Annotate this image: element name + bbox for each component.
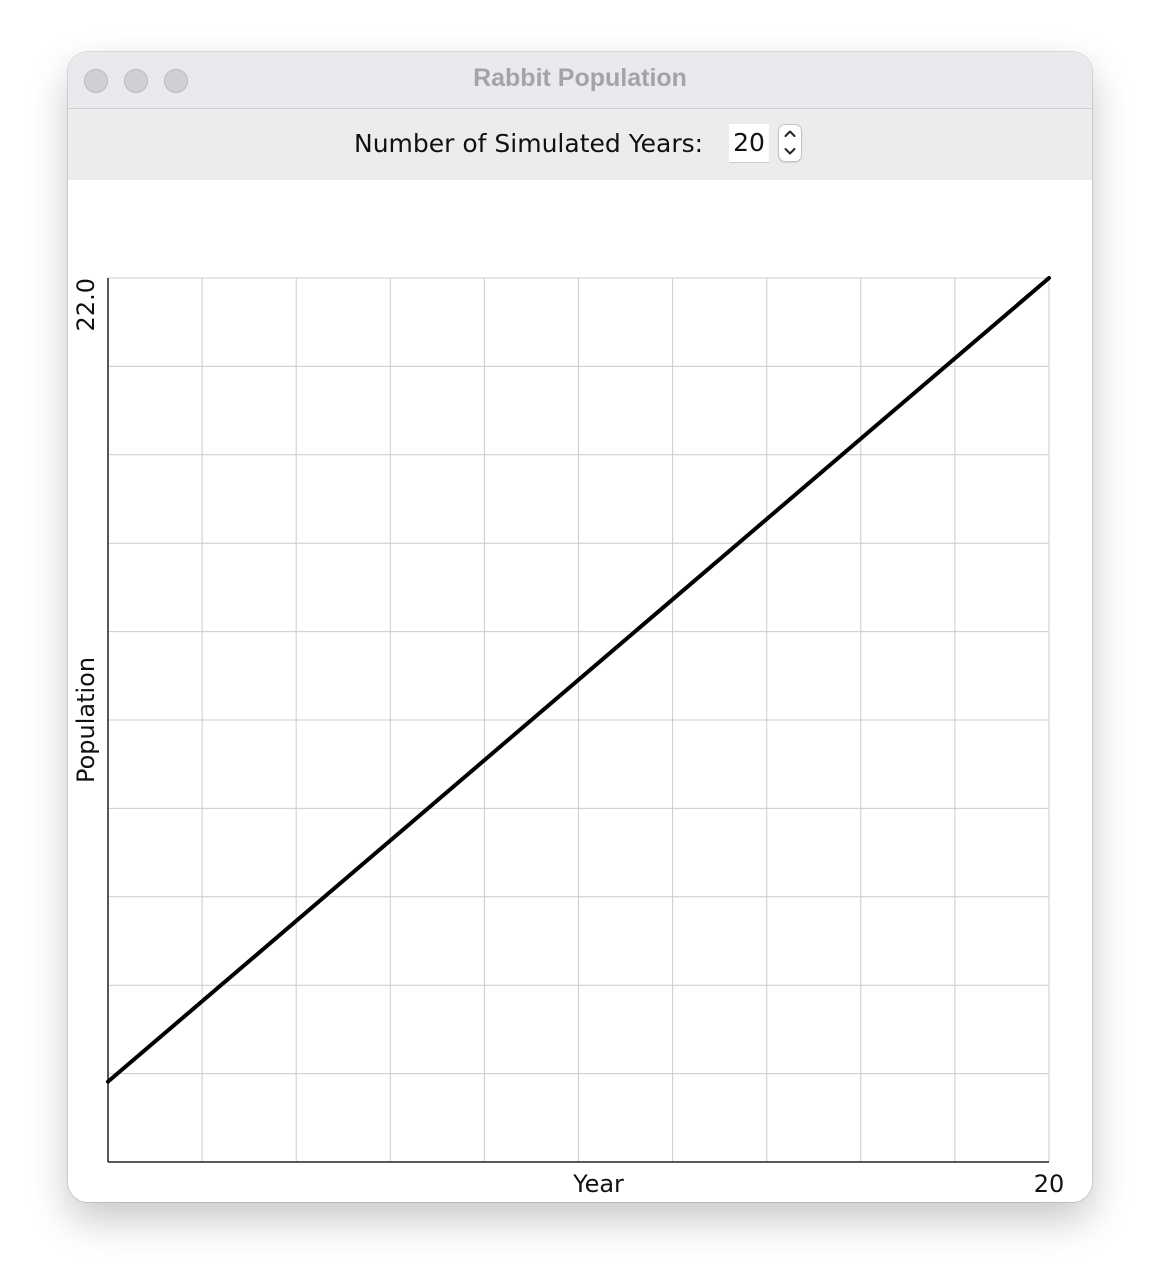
years-input[interactable]: 20	[729, 124, 769, 163]
x-axis-label: Year	[572, 1170, 624, 1198]
y-tick-label: 22.0	[72, 278, 100, 331]
title-bar: Rabbit Population	[68, 52, 1092, 109]
series-line	[106, 276, 1051, 1084]
x-tick-label: 20	[1034, 1170, 1065, 1198]
zoom-button[interactable]	[164, 69, 188, 93]
y-axis-label: Population	[72, 657, 100, 783]
stepper-up-button[interactable]	[779, 125, 801, 143]
years-stepper[interactable]	[778, 124, 802, 162]
years-label: Number of Simulated Years:	[354, 129, 704, 158]
minimize-button[interactable]	[124, 69, 148, 93]
plot-area: 22.0 Population Year 20	[68, 180, 1092, 1202]
chevron-up-icon	[784, 130, 796, 137]
close-button[interactable]	[84, 69, 108, 93]
chart-grid	[108, 277, 1050, 1162]
toolbar: Number of Simulated Years: 20	[68, 109, 1092, 180]
app-window: Rabbit Population Number of Simulated Ye…	[68, 52, 1092, 1202]
chart-series	[106, 276, 1051, 1084]
window-title: Rabbit Population	[473, 64, 687, 92]
stepper-down-button[interactable]	[779, 143, 801, 161]
population-chart: 22.0 Population Year 20	[72, 276, 1065, 1198]
chevron-down-icon	[784, 148, 796, 155]
chart-axes	[107, 278, 1049, 1163]
